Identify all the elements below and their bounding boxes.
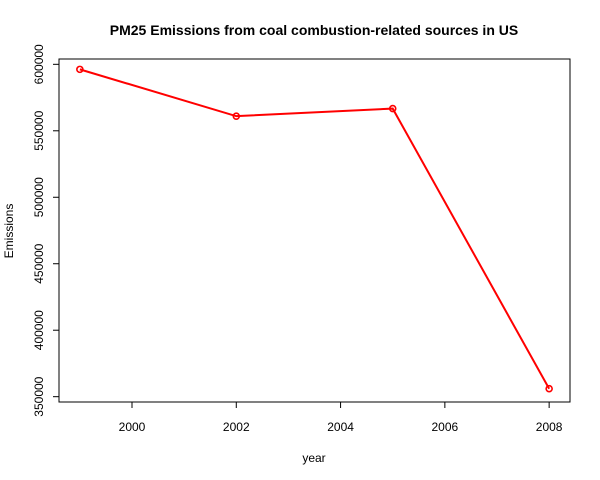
data-point (545, 384, 553, 393)
y-tick-label: 450000 (32, 243, 46, 283)
y-tick-label: 500000 (32, 177, 46, 217)
x-tick-label: 2000 (119, 420, 146, 434)
data-point (76, 65, 84, 74)
data-point (388, 104, 397, 113)
x-tick-label: 2006 (432, 420, 459, 434)
x-tick-label: 2004 (327, 420, 354, 434)
x-tick-label: 2008 (536, 420, 563, 434)
data-point (232, 112, 241, 120)
x-tick-label: 2002 (223, 420, 250, 434)
y-tick-label: 600000 (32, 44, 46, 84)
series-line (79, 68, 551, 390)
y-tick-label: 400000 (32, 310, 46, 350)
y-axis-label: Emissions (2, 204, 16, 259)
chart-title: PM25 Emissions from coal combustion-rela… (110, 22, 518, 38)
series-layer (76, 65, 553, 393)
x-axis-label: year (302, 451, 325, 465)
plot-frame (58, 58, 571, 403)
x-axis: 2000 2002 2004 2006 2008 (119, 401, 563, 434)
y-axis: 350000 400000 450000 500000 550000 600000 (32, 44, 60, 417)
y-tick-label: 550000 (32, 110, 46, 150)
y-tick-label: 350000 (32, 376, 46, 416)
